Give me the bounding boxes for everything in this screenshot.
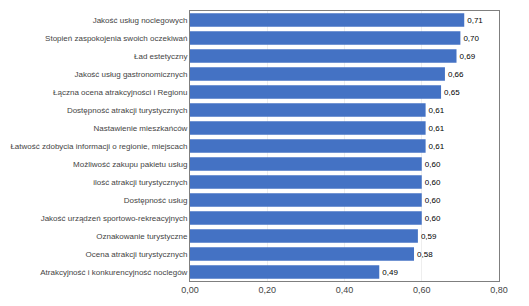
svg-text:0,60: 0,60 [425,178,441,187]
svg-text:0,58: 0,58 [417,250,433,259]
svg-text:0,59: 0,59 [421,232,437,241]
svg-text:Nastawienie mieszkańców: Nastawienie mieszkańców [94,124,188,133]
svg-text:Dostępność atrakcji turystyczn: Dostępność atrakcji turystycznych [67,106,188,115]
svg-text:Możliwość zakupu pakietu usług: Możliwość zakupu pakietu usług [73,160,187,169]
svg-text:0,80: 0,80 [490,285,508,295]
svg-text:Ocena atrakcji turystycznych: Ocena atrakcji turystycznych [86,250,188,259]
svg-text:0,60: 0,60 [425,160,441,169]
svg-text:Łączna ocena atrakcyjności i R: Łączna ocena atrakcyjności i Regionu [53,88,187,97]
svg-text:Atrakcyjność i konkurencyjność: Atrakcyjność i konkurencyjność noclegów [40,268,187,277]
svg-text:0,60: 0,60 [425,214,441,223]
svg-text:ilość atrakcji turystycznych: ilość atrakcji turystycznych [93,178,187,187]
svg-text:0,65: 0,65 [444,88,460,97]
svg-text:0,60: 0,60 [425,196,441,205]
svg-text:0,40: 0,40 [336,285,354,295]
svg-text:Dostępność usług: Dostępność usług [124,196,188,205]
svg-text:0,60: 0,60 [413,285,431,295]
svg-text:0,70: 0,70 [463,34,479,43]
svg-text:Stopień zaspokojenia swoich oc: Stopień zaspokojenia swoich oczekiwań [45,34,187,43]
svg-text:0,61: 0,61 [429,106,445,115]
svg-text:0,69: 0,69 [460,52,476,61]
svg-text:Jakość urządzeń sportowo-rekre: Jakość urządzeń sportowo-rekreacyjnych [41,214,188,223]
svg-text:Oznakowanie turystyczne: Oznakowanie turystyczne [96,232,188,241]
svg-text:0,49: 0,49 [382,268,398,277]
svg-text:Jakość usług noclegowych: Jakość usług noclegowych [93,16,188,25]
svg-text:0,00: 0,00 [181,285,199,295]
svg-text:0,20: 0,20 [258,285,276,295]
svg-text:0,71: 0,71 [467,16,483,25]
svg-text:Ład estetyczny: Ład estetyczny [134,52,187,61]
svg-text:Łatwość zdobycia informacji o: Łatwość zdobycia informacji o regionie, … [10,142,187,151]
svg-text:Jakość usług gastronomicznych: Jakość usług gastronomicznych [74,70,187,79]
svg-text:0,61: 0,61 [429,124,445,133]
svg-text:0,61: 0,61 [429,142,445,151]
svg-text:0,66: 0,66 [448,70,464,79]
